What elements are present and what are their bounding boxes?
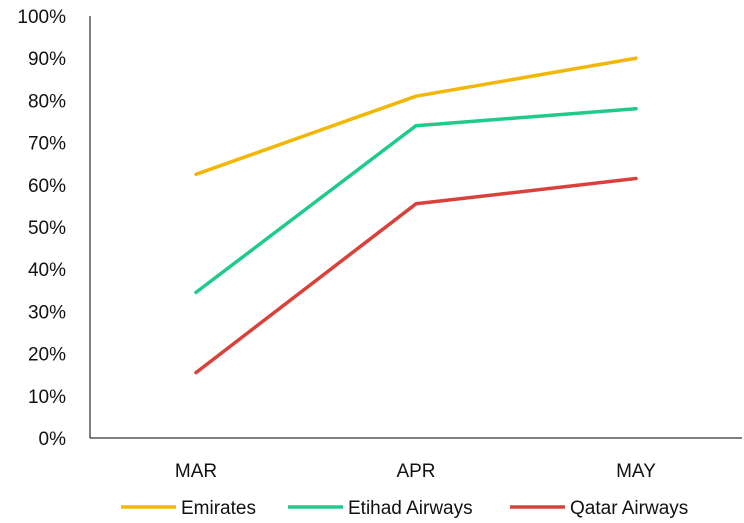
y-tick-label: 20% (28, 345, 66, 366)
y-tick-label: 60% (28, 176, 66, 197)
series-line-etihad-airways (194, 107, 638, 295)
y-tick-label: 80% (28, 91, 66, 112)
x-tick-label: APR (396, 461, 435, 482)
y-tick-label: 40% (28, 260, 66, 281)
series-line-emirates (194, 56, 638, 177)
x-axis-ticks: MAR APR MAY (175, 461, 656, 482)
legend-label: Etihad Airways (348, 498, 473, 519)
legend-label: Qatar Airways (570, 498, 688, 519)
y-tick-label: 100% (17, 7, 66, 28)
y-tick-label: 0% (39, 429, 67, 450)
y-tick-label: 30% (28, 302, 66, 323)
y-tick-label: 50% (28, 218, 66, 239)
y-tick-label: 90% (28, 49, 66, 70)
legend-label: Emirates (181, 498, 256, 519)
y-tick-label: 70% (28, 134, 66, 155)
y-axis-ticks: 0% 10% 20% 30% 40% 50% 60% 70% 80% 90% 100% (17, 7, 66, 450)
series-line-qatar-airways (194, 176, 638, 375)
x-tick-label: MAY (616, 461, 656, 482)
axes (89, 16, 742, 439)
x-tick-label: MAR (175, 461, 217, 482)
series-group (194, 56, 638, 375)
legend: Emirates Etihad Airways Qatar Airways (121, 498, 688, 519)
y-tick-label: 10% (28, 387, 66, 408)
